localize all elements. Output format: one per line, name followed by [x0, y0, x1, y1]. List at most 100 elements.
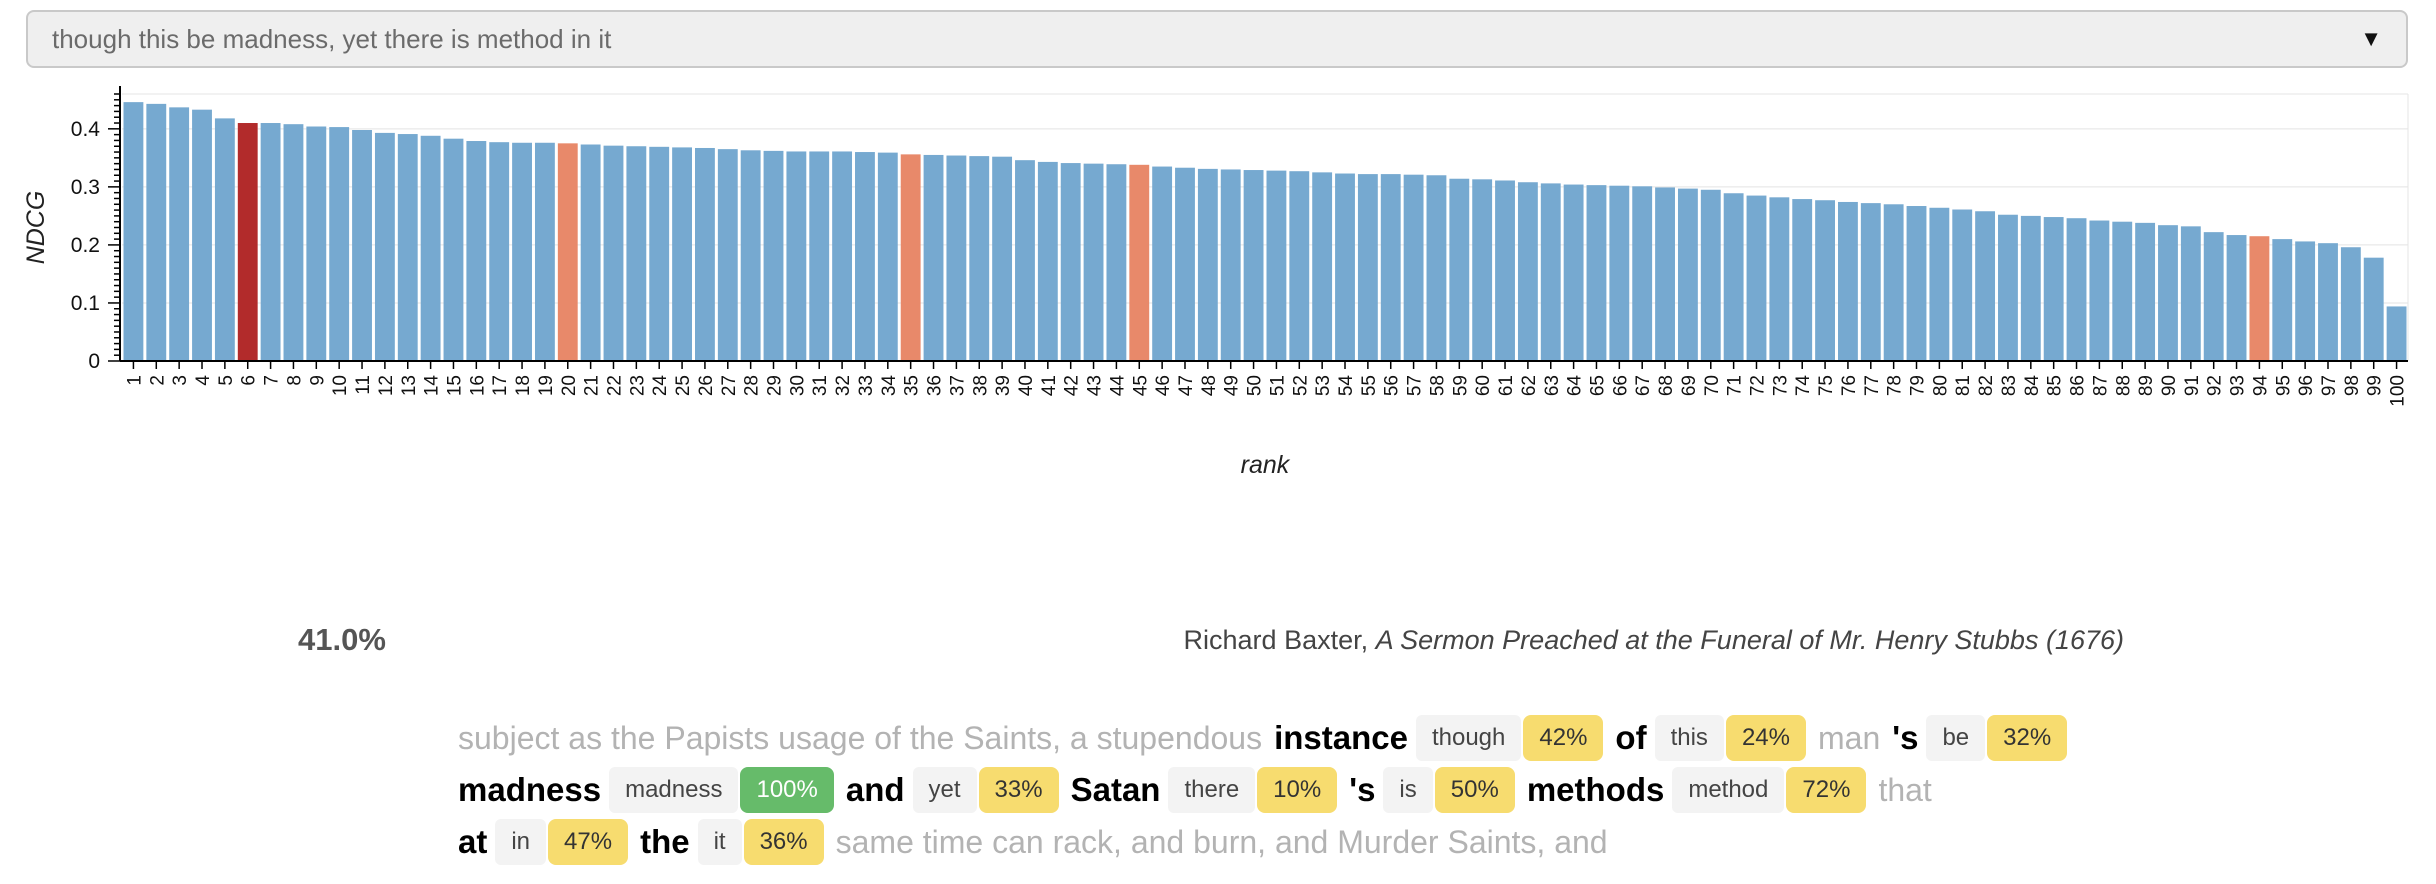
context-text: that — [1878, 771, 1932, 808]
query-word-chip: in — [495, 819, 547, 865]
bar-rank-42 — [1060, 163, 1081, 361]
bar-rank-97 — [2318, 243, 2338, 361]
bar-rank-85 — [2043, 217, 2064, 361]
bar-rank-29 — [763, 150, 784, 361]
bar-rank-28 — [740, 150, 761, 361]
bar-rank-17 — [489, 142, 510, 361]
x-tick-label: 41 — [1039, 375, 1060, 396]
x-tick-label: 20 — [559, 375, 580, 396]
x-tick-label: 43 — [1085, 375, 1106, 396]
bar-rank-46 — [1152, 166, 1173, 361]
bar-rank-66 — [1609, 185, 1630, 361]
bar-rank-65 — [1586, 185, 1607, 361]
query-word-chip: there — [1168, 767, 1256, 813]
matched-token: 's — [1349, 771, 1376, 808]
x-tick-label: 14 — [422, 375, 443, 397]
bar-rank-44 — [1106, 164, 1127, 361]
passage-line: madness madness 100% and yet 33% Satan there 10%… — [458, 764, 2158, 816]
x-tick-label: 70 — [1702, 375, 1723, 396]
x-tick-label: 49 — [1222, 375, 1243, 396]
x-tick-label: 33 — [856, 375, 877, 396]
result-score: 41.0% — [298, 622, 386, 657]
x-tick-label: 32 — [833, 375, 854, 396]
x-tick-label: 35 — [902, 375, 923, 396]
x-tick-label: 60 — [1473, 375, 1494, 396]
x-tick-label: 81 — [1953, 375, 1974, 396]
x-tick-label: 1 — [124, 375, 145, 386]
bar-rank-90 — [2158, 225, 2178, 361]
bar-rank-69 — [1677, 188, 1698, 361]
query-word-chip: be — [1926, 715, 1986, 761]
similarity-badge: 42% — [1523, 715, 1604, 761]
bar-rank-51 — [1266, 170, 1287, 361]
x-axis-title: rank — [1241, 451, 1291, 479]
bar-rank-8 — [283, 124, 304, 362]
context-text: same time can rack, and burn, and Murder… — [835, 823, 1608, 860]
bar-rank-20 — [557, 143, 578, 361]
context-text: man — [1817, 719, 1881, 756]
bar-rank-72 — [1746, 195, 1767, 361]
bar-rank-77 — [1860, 203, 1881, 361]
passage-text: subject as the Papists usage of the Sain… — [458, 712, 2158, 868]
x-tick-label: 85 — [2045, 375, 2066, 396]
x-tick-label: 48 — [1199, 375, 1220, 396]
bar-rank-11 — [352, 129, 372, 361]
bar-rank-58 — [1426, 175, 1447, 361]
query-word-chip: though — [1415, 715, 1522, 761]
x-tick-label: 90 — [2159, 375, 2180, 396]
x-tick-label: 65 — [1587, 375, 1608, 396]
x-tick-label: 36 — [925, 375, 946, 396]
x-tick-label: 13 — [399, 375, 420, 396]
bar-rank-91 — [2180, 226, 2201, 361]
similarity-badge: 72% — [1786, 767, 1867, 813]
x-tick-label: 27 — [719, 375, 740, 396]
x-tick-label: 12 — [376, 375, 397, 396]
matched-token: of — [1615, 719, 1647, 756]
y-tick-label: 0.4 — [71, 118, 101, 141]
x-tick-label: 77 — [1862, 375, 1883, 396]
query-dropdown[interactable]: though this be madness, yet there is met… — [26, 10, 2408, 68]
x-tick-label: 18 — [513, 375, 534, 396]
bar-rank-54 — [1335, 173, 1355, 361]
bar-rank-71 — [1723, 193, 1744, 361]
bar-rank-2 — [146, 103, 167, 362]
x-tick-label: 42 — [1062, 375, 1083, 396]
x-tick-label: 51 — [1267, 375, 1288, 396]
bar-rank-10 — [329, 127, 350, 361]
x-tick-label: 76 — [1839, 375, 1860, 396]
bar-rank-48 — [1197, 168, 1218, 361]
x-tick-label: 4 — [193, 375, 214, 386]
bar-rank-100 — [2386, 306, 2407, 361]
bar-rank-75 — [1815, 200, 1835, 361]
bar-rank-56 — [1380, 174, 1401, 361]
query-word-chip: yet — [912, 767, 977, 813]
x-tick-label: 37 — [947, 375, 968, 396]
bar-rank-67 — [1632, 186, 1653, 361]
x-tick-label: 28 — [742, 375, 763, 396]
similarity-badge: 47% — [548, 819, 629, 865]
x-tick-label: 30 — [787, 375, 808, 396]
matched-token: 's — [1892, 719, 1919, 756]
x-tick-label: 80 — [1930, 375, 1951, 396]
bar-rank-26 — [695, 147, 715, 361]
x-tick-label: 31 — [810, 375, 831, 396]
x-tick-label: 96 — [2296, 375, 2317, 396]
x-tick-label: 97 — [2319, 375, 2340, 396]
similarity-badge: 100% — [740, 767, 834, 813]
x-tick-label: 94 — [2250, 375, 2271, 397]
passage-line: subject as the Papists usage of the Sain… — [458, 712, 2158, 764]
x-tick-label: 34 — [879, 375, 900, 397]
query-word-chip: it — [697, 819, 742, 865]
bar-rank-24 — [649, 146, 670, 361]
x-tick-label: 2 — [147, 375, 168, 386]
bar-rank-70 — [1700, 189, 1721, 361]
bar-rank-68 — [1655, 187, 1675, 361]
query-selected-value: though this be madness, yet there is met… — [52, 23, 612, 54]
bar-rank-59 — [1449, 178, 1470, 361]
similarity-badge: 24% — [1725, 715, 1806, 761]
bar-rank-84 — [2020, 215, 2041, 361]
bar-rank-92 — [2203, 232, 2224, 361]
bar-rank-18 — [512, 142, 532, 361]
bar-rank-79 — [1906, 206, 1927, 361]
bar-rank-95 — [2272, 239, 2293, 361]
